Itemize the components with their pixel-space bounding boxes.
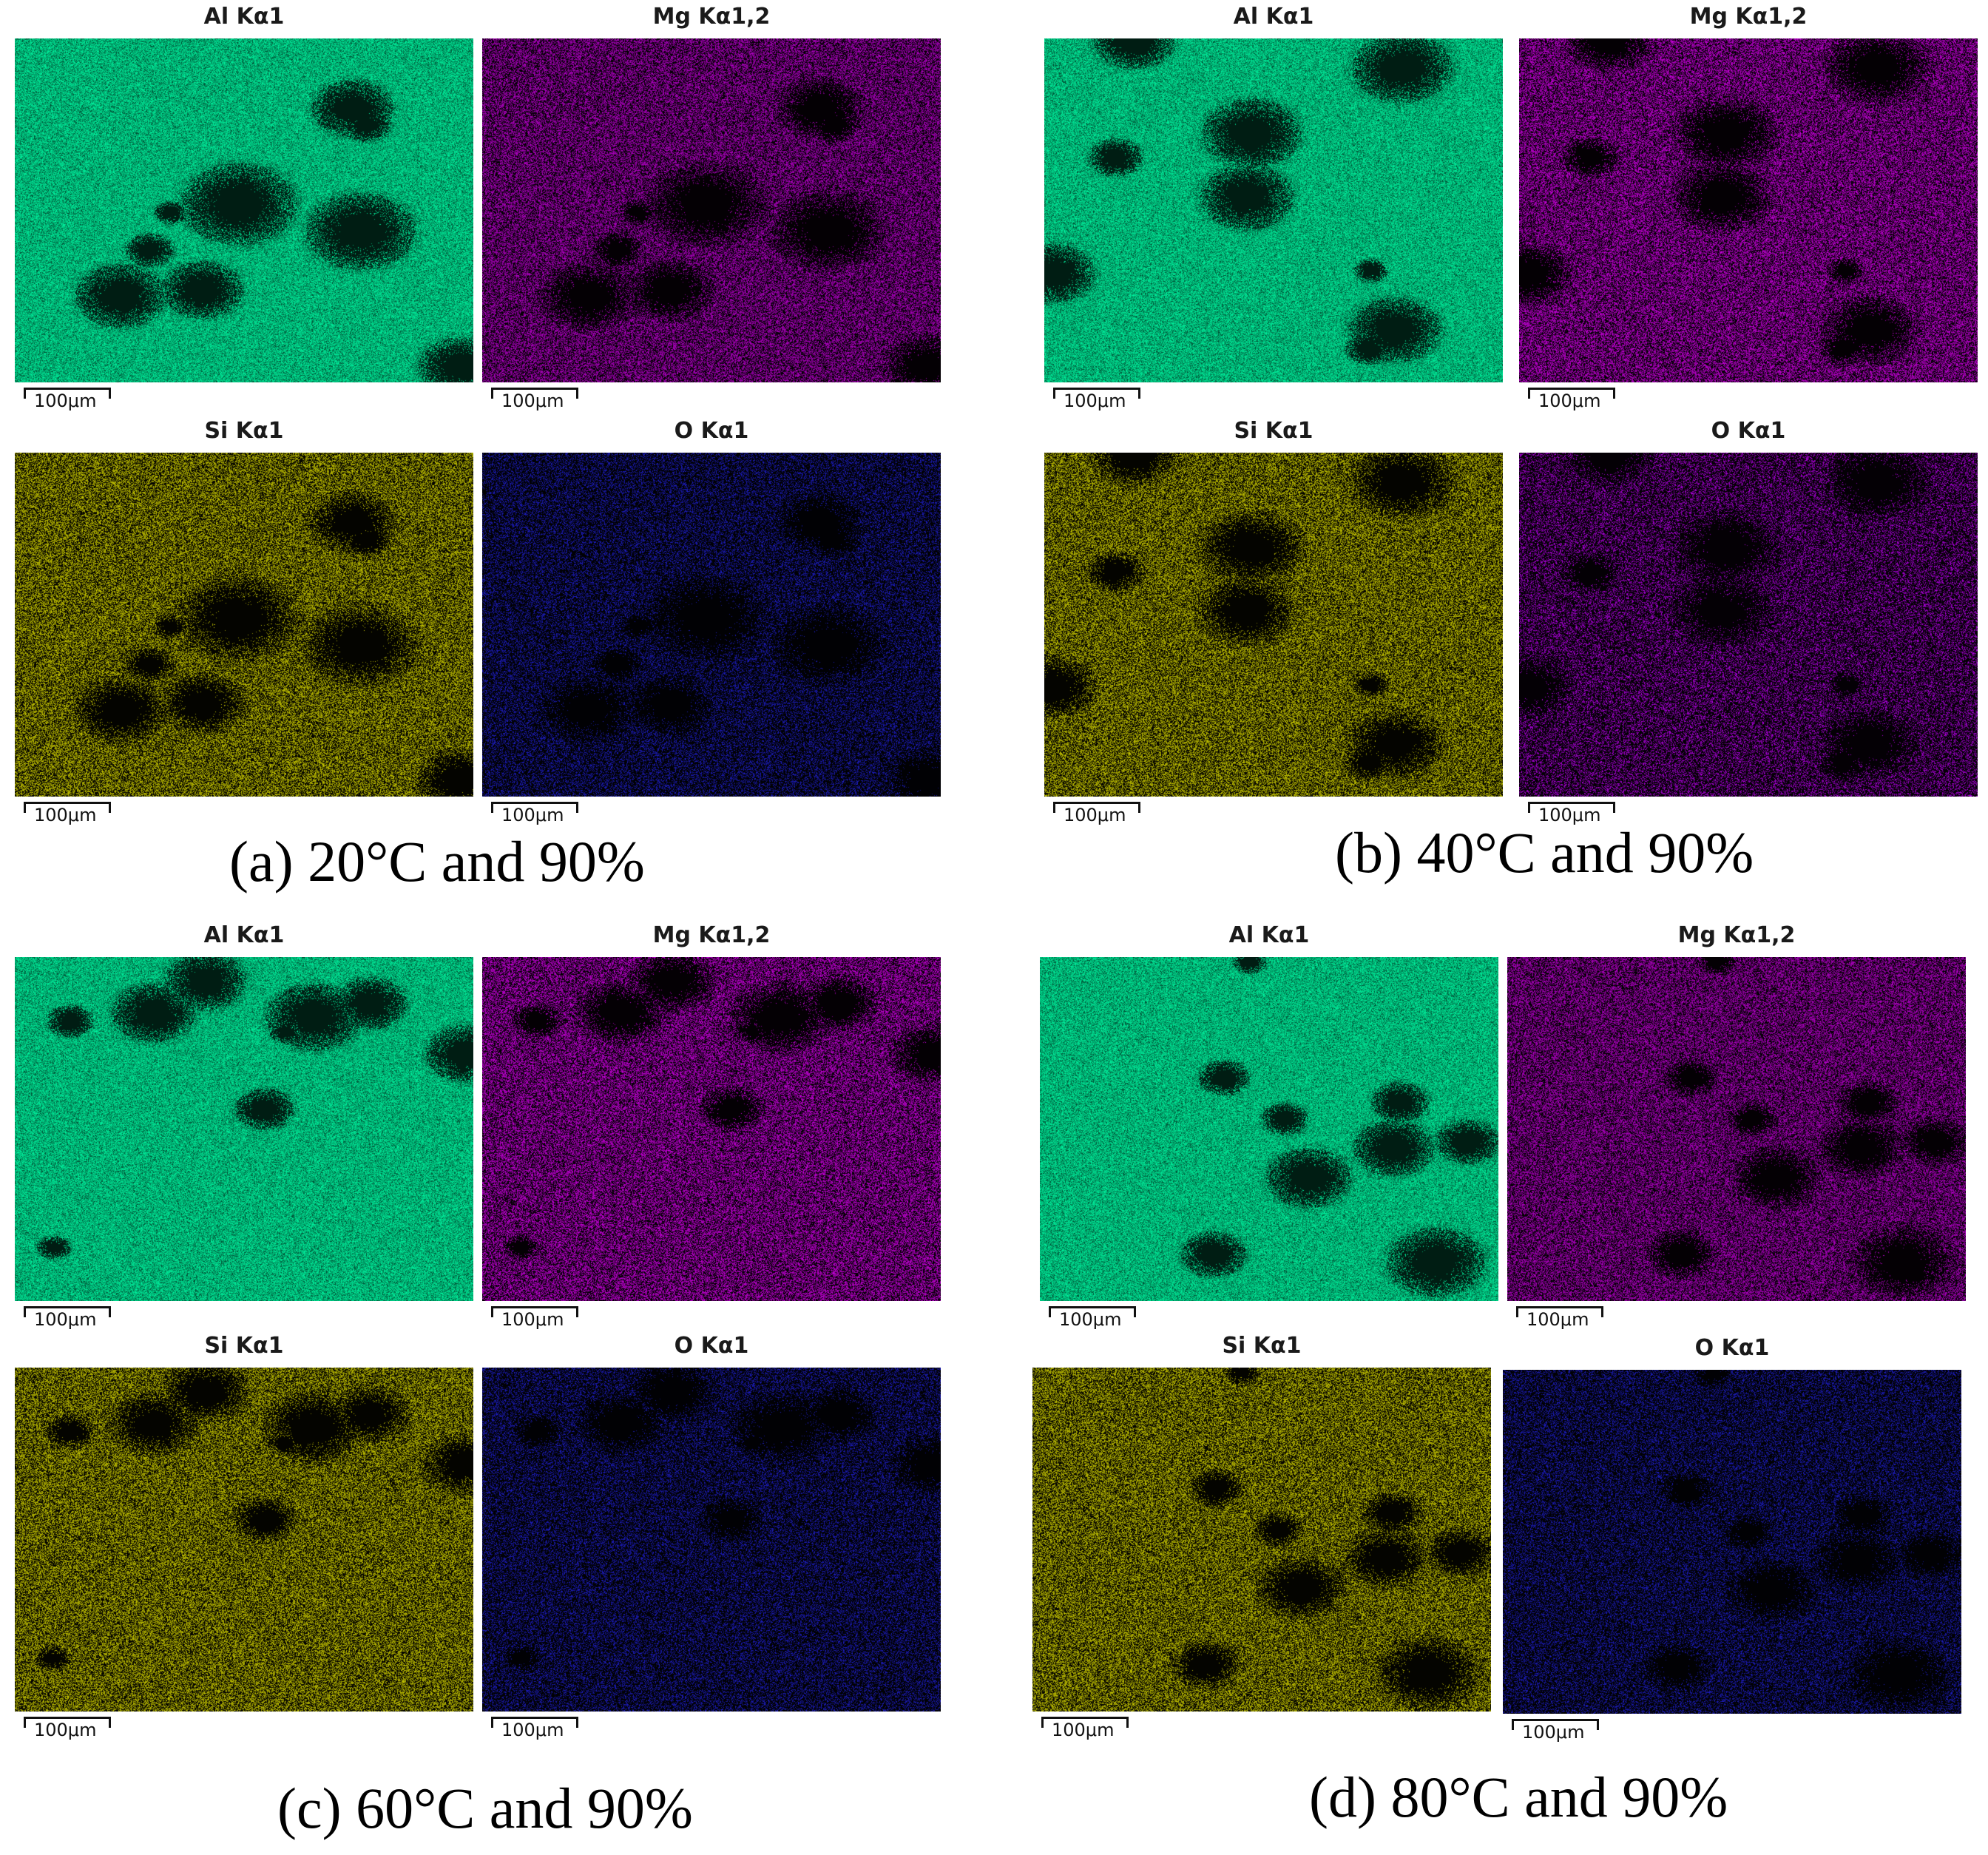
element-map-si xyxy=(1044,453,1503,797)
scale-bar-label: 100μm xyxy=(1538,805,1601,825)
scale-bar-label: 100μm xyxy=(34,1309,97,1330)
scale-bar-label: 100μm xyxy=(34,391,97,411)
group-c: Al Kα1 100μm Mg Kα1,2 100μm Si Kα1 100μm… xyxy=(15,919,976,1843)
scale-bar-label: 100μm xyxy=(1064,805,1126,825)
panel-label: Mg Kα1,2 xyxy=(652,922,771,948)
element-map-o xyxy=(1519,453,1978,797)
caption-a: (a) 20°C and 90% xyxy=(229,829,645,893)
scale-bar: 100μm xyxy=(491,386,578,411)
scale-bar-label: 100μm xyxy=(34,805,97,825)
scale-bar-label: 100μm xyxy=(34,1720,97,1740)
panel-label: Si Kα1 xyxy=(204,418,284,444)
scale-bar-line xyxy=(24,802,111,813)
scale-bar-line xyxy=(491,388,578,399)
scale-bar: 100μm xyxy=(24,1305,111,1330)
panel-label: Si Kα1 xyxy=(204,1333,284,1359)
element-map-mg xyxy=(1519,38,1978,382)
panel-label: Mg Kα1,2 xyxy=(1677,922,1796,948)
caption-c: (c) 60°C and 90% xyxy=(277,1776,693,1840)
panel-label: Si Kα1 xyxy=(1234,418,1314,444)
scale-bar: 100μm xyxy=(491,1305,578,1330)
panel-label: Al Kα1 xyxy=(203,922,285,948)
scale-bar-label: 100μm xyxy=(501,805,564,825)
panel-label: Al Kα1 xyxy=(1228,922,1310,948)
panel-label: O Kα1 xyxy=(674,1333,749,1359)
scale-bar-line xyxy=(1049,1306,1136,1317)
scale-bar-label: 100μm xyxy=(501,1720,564,1740)
panel-label: Al Kα1 xyxy=(1233,4,1314,30)
element-map-o xyxy=(482,1368,941,1712)
panel-label: Mg Kα1,2 xyxy=(652,4,771,30)
scale-bar-label: 100μm xyxy=(501,391,564,411)
scale-bar: 100μm xyxy=(1516,1305,1603,1330)
scale-bar: 100μm xyxy=(491,1715,578,1740)
scale-bar-label: 100μm xyxy=(501,1309,564,1330)
scale-bar-line xyxy=(491,1717,578,1728)
element-map-mg xyxy=(482,38,941,382)
panel-label: Si Kα1 xyxy=(1222,1333,1302,1359)
scale-bar-label: 100μm xyxy=(1059,1309,1122,1330)
scale-bar-line xyxy=(24,1306,111,1317)
scale-bar-label: 100μm xyxy=(1538,391,1601,411)
element-map-o xyxy=(482,453,941,797)
scale-bar: 100μm xyxy=(1041,1715,1129,1740)
panel-label: O Kα1 xyxy=(674,418,749,444)
scale-bar: 100μm xyxy=(1528,386,1615,411)
scale-bar-label: 100μm xyxy=(1522,1722,1585,1743)
scale-bar-line xyxy=(1528,802,1615,813)
scale-bar-line xyxy=(24,1717,111,1728)
scale-bar: 100μm xyxy=(1053,386,1140,411)
scale-bar: 100μm xyxy=(24,800,111,825)
element-map-al xyxy=(15,957,473,1301)
element-map-al xyxy=(1040,957,1498,1301)
element-map-si xyxy=(1032,1368,1491,1712)
scale-bar-line xyxy=(1528,388,1615,399)
panel-label: O Kα1 xyxy=(1711,418,1786,444)
element-map-si xyxy=(15,453,473,797)
scale-bar-line xyxy=(1516,1306,1603,1317)
scale-bar-line xyxy=(1512,1719,1599,1730)
scale-bar-label: 100μm xyxy=(1064,391,1126,411)
element-map-al xyxy=(15,38,473,382)
panel-label: O Kα1 xyxy=(1694,1335,1770,1361)
scale-bar: 100μm xyxy=(1049,1305,1136,1330)
caption-b: (b) 40°C and 90% xyxy=(1335,820,1754,885)
scale-bar-label: 100μm xyxy=(1052,1720,1115,1740)
caption-d: (d) 80°C and 90% xyxy=(1309,1765,1728,1829)
group-b: Al Kα1 100μm Mg Kα1,2 100μm Si Kα1 100μm… xyxy=(1044,0,1988,925)
scale-bar-line xyxy=(491,1306,578,1317)
panel-label: Al Kα1 xyxy=(203,4,285,30)
element-map-si xyxy=(15,1368,473,1712)
element-map-mg xyxy=(482,957,941,1301)
scale-bar: 100μm xyxy=(24,1715,111,1740)
element-map-al xyxy=(1044,38,1503,382)
scale-bar-line xyxy=(491,802,578,813)
scale-bar-line xyxy=(1053,802,1140,813)
scale-bar: 100μm xyxy=(1053,800,1140,825)
element-map-mg xyxy=(1507,957,1966,1301)
scale-bar-label: 100μm xyxy=(1526,1309,1589,1330)
panel-label: Mg Kα1,2 xyxy=(1689,4,1808,30)
element-map-o xyxy=(1503,1370,1961,1714)
group-d: Al Kα1 100μm Mg Kα1,2 100μm Si Kα1 100μm… xyxy=(1032,919,1988,1843)
group-a: Al Kα1 100μm Mg Kα1,2 100μm Si Kα1 100μm… xyxy=(15,0,976,925)
scale-bar-line xyxy=(1053,388,1140,399)
scale-bar-line xyxy=(1041,1717,1129,1728)
scale-bar: 100μm xyxy=(24,386,111,411)
scale-bar: 100μm xyxy=(1528,800,1615,825)
scale-bar: 100μm xyxy=(491,800,578,825)
scale-bar-line xyxy=(24,388,111,399)
scale-bar: 100μm xyxy=(1512,1717,1599,1743)
